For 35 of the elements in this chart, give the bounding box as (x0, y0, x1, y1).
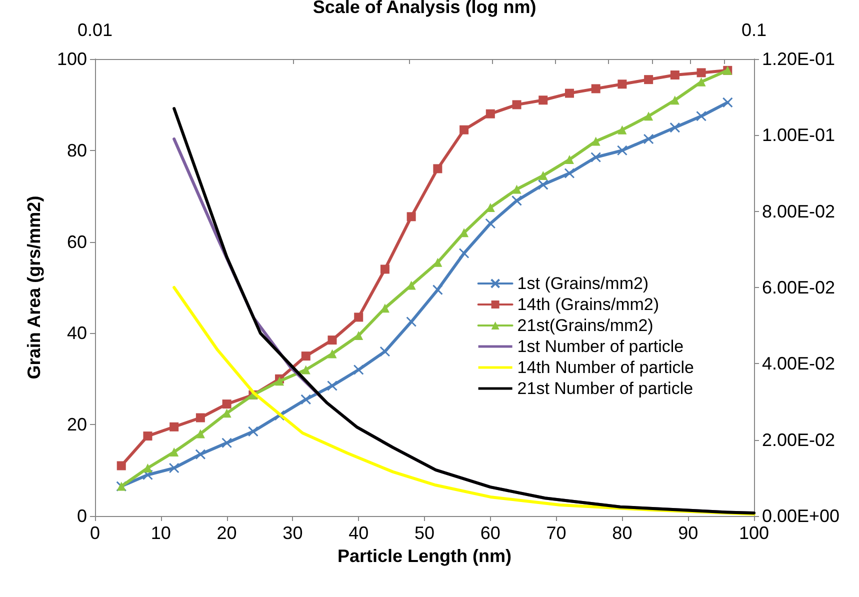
y-tick-label: 100 (56, 49, 87, 69)
y-tick-label: 20 (66, 414, 87, 435)
y2-tick-label: 2.00E-02 (762, 430, 836, 450)
y2-tick-label: 1.00E-01 (762, 125, 836, 146)
x-tick-label: 40 (348, 523, 369, 543)
y2-tick-label: 4.00E-02 (762, 354, 836, 374)
x-tick-label: 30 (282, 523, 303, 543)
y-axis-title: Grain Area (grs/mm2) (24, 196, 44, 380)
x-tick-label: 70 (546, 523, 566, 543)
x-tick-label: 50 (414, 523, 435, 543)
y-tick-label: 40 (66, 323, 87, 344)
x-tick-label: 100 (738, 523, 770, 543)
x2-tick-label: 0.1 (741, 20, 767, 40)
y-tick-label: 80 (66, 140, 87, 160)
legend-label: 14th Number of particle (517, 358, 694, 377)
x-axis-title: Particle Length (nm) (337, 546, 512, 566)
legend-label: 21st Number of particle (517, 379, 694, 398)
legend-label: 1st Number of particle (517, 337, 684, 356)
x-tick-label: 20 (216, 523, 237, 543)
x-tick-label: 60 (480, 523, 500, 543)
y2-tick-label: 0.00E+00 (762, 506, 840, 526)
x-tick-label: 0 (90, 523, 100, 543)
x2-tick-label: 0.01 (77, 20, 113, 40)
legend-label: 21st(Grains/mm2) (517, 316, 654, 335)
y2-tick-label: 8.00E-02 (762, 201, 836, 222)
x-tick-label: 10 (150, 523, 171, 543)
legend-label: 14th (Grains/mm2) (517, 295, 660, 314)
legend-label: 1st (Grains/mm2) (517, 274, 649, 293)
y2-tick-label: 1.20E-01 (762, 49, 836, 69)
y2-tick-label: 6.00E-02 (762, 278, 836, 298)
x-tick-label: 90 (678, 523, 698, 543)
x2-axis-title: Scale of Analysis (log nm) (312, 0, 536, 18)
x-tick-label: 80 (612, 523, 632, 543)
y-tick-label: 60 (66, 232, 87, 252)
y-tick-label: 0 (76, 506, 87, 526)
